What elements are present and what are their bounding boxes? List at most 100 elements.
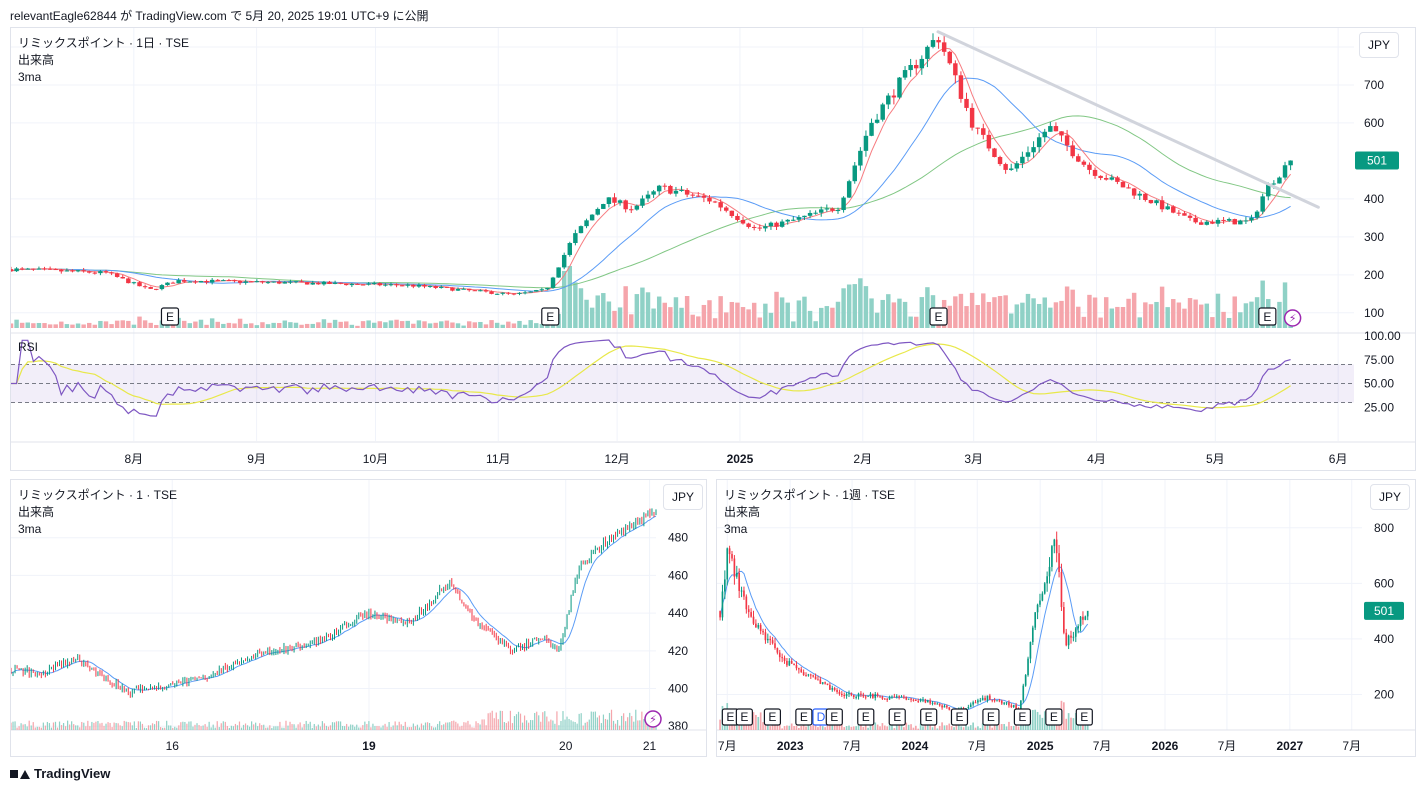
volume-bar [297,724,299,730]
intraday-legend-symbol[interactable]: リミックスポイント · 1 · TSE [18,488,177,502]
volume-bar [405,320,410,328]
volume-bar [718,296,723,328]
volume-bar [107,722,109,730]
candle-body [1288,160,1293,166]
candle-body [394,284,399,286]
volume-bar [196,723,198,730]
volume-bar [507,721,510,730]
daily-chart-panel[interactable]: 8007006004003002001008月9月10月11月12月20252月… [10,27,1416,471]
volume-bar [841,288,846,328]
candle-body [98,271,103,274]
candle-body [103,271,109,273]
weekly-chart-panel[interactable]: 800 600 400 200 7月 2023 7月 2024 7月 2025 7月 2026 7月 20… [716,479,1416,757]
volume-bar [633,721,635,730]
volume-bar [24,724,26,730]
volume-bar [335,721,338,730]
daily-legend-ma[interactable]: 3ma [18,70,42,84]
tradingview-logo[interactable]: TradingView [10,766,110,781]
volume-bar [919,297,925,328]
volume-bar [574,722,576,730]
volume-bar [600,723,603,730]
volume-bar [315,726,317,730]
candle-body [936,703,939,705]
rsi-label[interactable]: RSI [18,340,39,354]
volume-bar [751,302,757,328]
volume-bar [439,321,444,328]
candle-body [433,285,438,288]
volume-bar [180,722,182,730]
volume-bar [426,722,429,730]
daily-currency-button[interactable]: JPY [1359,32,1399,58]
volume-bar [645,723,647,730]
volume-bar [242,724,245,730]
volume-bar [331,722,334,730]
daily-legend-symbol[interactable]: リミックスポイント · 1日 · TSE [18,36,189,50]
volume-bar [926,724,929,730]
volume-bar [1005,726,1008,730]
volume-bar [383,322,388,328]
volume-bar [1087,294,1092,328]
candle-body [411,284,416,287]
volume-bar [325,725,328,730]
candle-body [936,40,941,43]
daily-chart-canvas[interactable]: 8007006004003002001008月9月10月11月12月20252月… [11,28,1416,471]
time-tick-label: 8月 [124,452,143,466]
candle-body [719,611,721,618]
volume-bar [807,310,813,328]
weekly-currency-button[interactable]: JPY [1370,484,1410,510]
volume-bar [81,324,86,328]
intraday-legend-ma[interactable]: 3ma [18,522,42,536]
volume-bar [728,722,731,730]
candle-body [1103,178,1109,180]
weekly-chart-canvas[interactable]: 800 600 400 200 7月 2023 7月 2024 7月 2025 7月 2026 7月 20… [717,480,1416,757]
volume-bar [1126,298,1131,328]
candle-body [751,226,757,228]
candle-body [327,281,332,284]
earnings-badge-label: E [166,310,174,324]
volume-bar [755,714,757,730]
volume-bar [14,319,19,328]
volume-bar [584,299,589,328]
weekly-legend-volume[interactable]: 出来高 [724,505,761,519]
candle-body [556,267,561,278]
candle-body [776,647,779,653]
candle-body [405,284,410,286]
volume-bar [1187,298,1193,328]
intraday-legend-volume[interactable]: 出来高 [18,505,55,519]
volume-bar [938,725,941,730]
candle-body [852,165,857,182]
candle-body [19,268,25,270]
volume-bar [117,723,119,730]
volume-bar [848,725,850,730]
volume-bar [606,301,612,328]
volume-bar [483,324,489,328]
volume-bar [972,722,974,730]
volume-bar [253,724,255,730]
volume-bar [540,721,542,730]
volume-bar [478,321,483,328]
volume-bar [1048,307,1053,328]
volume-bar [981,723,984,730]
intraday-chart-panel[interactable]: 480 460 440 420 400 380 16 19 20 21 ⚡ リミックスポイント · … [10,479,707,757]
candle-body [895,696,898,698]
last-price-tag-label: 501 [1374,604,1394,618]
candle-body [1070,635,1072,638]
candle-body [819,679,822,684]
volume-bar [506,321,511,328]
volume-bar [778,723,781,730]
candle-body [922,699,924,701]
volume-bar [953,296,958,328]
volume-bar [97,721,99,730]
weekly-legend-ma[interactable]: 3ma [724,522,748,536]
volume-bar [1249,301,1254,328]
volume-bar [1003,724,1005,730]
candle-body [148,287,153,289]
candle-body [332,282,338,284]
weekly-legend-symbol[interactable]: リミックスポイント · 1週 · TSE [724,488,895,502]
candle-body [187,281,193,283]
daily-legend-volume[interactable]: 出来高 [18,53,55,67]
intraday-currency-button[interactable]: JPY [663,484,703,510]
volume-bar [1210,317,1215,328]
candle-body [271,281,276,283]
intraday-chart-canvas[interactable]: 480 460 440 420 400 380 16 19 20 21 ⚡ [11,480,707,757]
